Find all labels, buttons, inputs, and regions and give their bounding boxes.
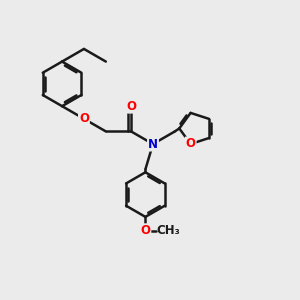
Text: O: O xyxy=(140,224,150,237)
Text: N: N xyxy=(148,138,158,151)
Text: CH₃: CH₃ xyxy=(157,224,180,237)
Text: O: O xyxy=(126,100,136,113)
Text: O: O xyxy=(79,112,89,125)
Text: O: O xyxy=(186,137,196,151)
